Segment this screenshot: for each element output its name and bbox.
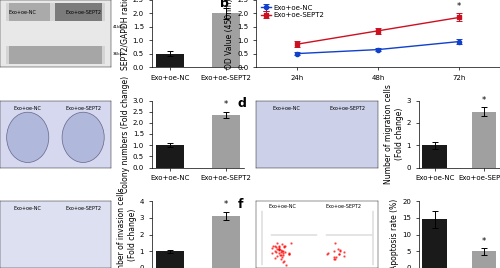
Bar xyxy=(212,13,240,67)
Text: *: * xyxy=(482,237,486,246)
Y-axis label: Number of invasion cells
(Fold change): Number of invasion cells (Fold change) xyxy=(117,187,136,268)
Text: Exo+oe-NC: Exo+oe-NC xyxy=(14,106,42,111)
Text: Exo+oe-SEPT2: Exo+oe-SEPT2 xyxy=(65,206,101,211)
Bar xyxy=(212,115,240,168)
Text: *: * xyxy=(224,0,228,7)
Text: Exo+oe-SEPT2: Exo+oe-SEPT2 xyxy=(330,106,366,111)
Y-axis label: Number of migration cells
(Fold change): Number of migration cells (Fold change) xyxy=(384,84,404,184)
Bar xyxy=(156,54,184,67)
Text: 41kDa: 41kDa xyxy=(113,25,126,29)
Text: 36kDa: 36kDa xyxy=(113,52,126,55)
Bar xyxy=(9,3,50,21)
Text: Exo+oe-SEPT2: Exo+oe-SEPT2 xyxy=(326,204,362,209)
Y-axis label: Colony numbers (Fold change): Colony numbers (Fold change) xyxy=(121,75,130,193)
Text: Exo+oe-SEPT2: Exo+oe-SEPT2 xyxy=(65,10,101,15)
Text: d: d xyxy=(238,97,246,110)
Ellipse shape xyxy=(6,112,49,162)
Text: Exo+oe-NC: Exo+oe-NC xyxy=(269,204,297,209)
Bar xyxy=(9,46,102,64)
Y-axis label: OD Value (450nm): OD Value (450nm) xyxy=(226,0,234,69)
Text: Exo+oe-SEPT2: Exo+oe-SEPT2 xyxy=(65,106,101,111)
Bar xyxy=(6,46,105,64)
Text: *: * xyxy=(457,2,462,11)
Bar xyxy=(422,145,447,168)
Y-axis label: SEPT2/GAPDH ratio: SEPT2/GAPDH ratio xyxy=(121,0,130,70)
Bar xyxy=(422,219,447,268)
Text: Exo+oe-NC: Exo+oe-NC xyxy=(8,10,36,15)
Legend: Exo+oe-NC, Exo+oe-SEPT2: Exo+oe-NC, Exo+oe-SEPT2 xyxy=(260,3,326,20)
Ellipse shape xyxy=(62,112,104,162)
Text: Exo+oe-NC: Exo+oe-NC xyxy=(14,206,42,211)
Text: f: f xyxy=(238,198,244,211)
Bar xyxy=(6,3,105,21)
Text: *: * xyxy=(482,96,486,105)
Bar xyxy=(472,112,496,168)
Bar xyxy=(156,145,184,168)
Text: b: b xyxy=(220,0,228,10)
Text: Exo+oe-NC: Exo+oe-NC xyxy=(272,106,300,111)
Bar xyxy=(156,251,184,268)
Y-axis label: Apoptosis rate (%): Apoptosis rate (%) xyxy=(390,199,400,268)
Text: *: * xyxy=(224,100,228,109)
Bar xyxy=(56,3,102,21)
Bar xyxy=(472,251,496,268)
Bar xyxy=(212,216,240,268)
Text: *: * xyxy=(224,200,228,209)
